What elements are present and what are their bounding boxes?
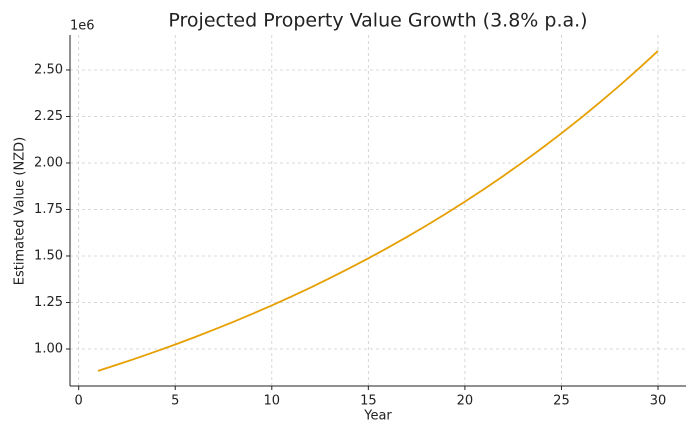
x-axis-label: Year	[363, 409, 392, 424]
x-tick-label: 10	[264, 394, 281, 409]
x-tick-label: 30	[650, 394, 667, 409]
x-tick-label: 15	[360, 394, 377, 409]
chart-title: Projected Property Value Growth (3.8% p.…	[168, 10, 587, 32]
y-tick-label: 1.75	[34, 202, 63, 217]
y-tick-label: 1.00	[34, 341, 63, 356]
y-tick-label: 1.25	[34, 295, 63, 310]
y-axis-label: Estimated Value (NZD)	[13, 137, 28, 285]
y-tick-label: 2.50	[34, 62, 63, 77]
x-tick-label: 0	[75, 394, 83, 409]
x-tick-label: 20	[457, 394, 474, 409]
line-series	[97, 50, 659, 372]
y-tick-label: 1.50	[34, 248, 63, 263]
x-tick-label: 5	[171, 394, 179, 409]
x-tick-label: 25	[553, 394, 570, 409]
y-tick-label: 2.25	[34, 109, 63, 124]
y-tick-label: 2.00	[34, 155, 63, 170]
y-offset-label: 1e6	[70, 19, 95, 34]
